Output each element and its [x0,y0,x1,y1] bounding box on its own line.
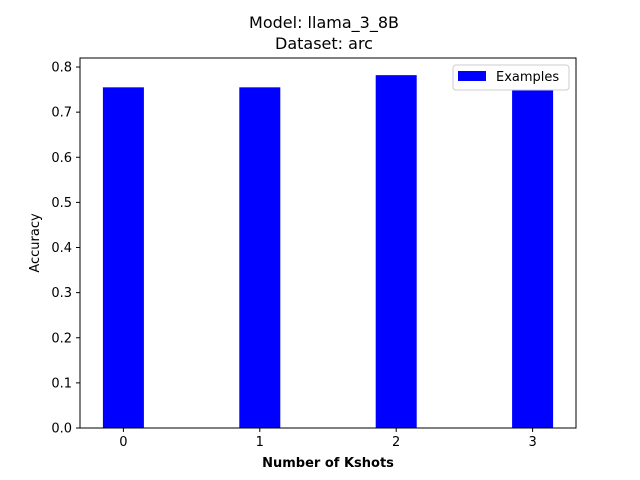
x-tick-label: 0 [119,435,127,450]
legend-swatch [458,71,486,81]
bar-kshot-3 [512,82,554,428]
x-tick-label: 1 [256,435,264,450]
x-tick-label: 3 [528,435,536,450]
y-tick-label: 0.1 [51,376,72,391]
y-axis-label: Accuracy [28,213,43,273]
x-axis-ticks: 0 1 2 3 [119,428,537,450]
y-tick-label: 0.8 [51,61,72,76]
x-axis-label: Number of Kshots [262,456,394,471]
y-tick-label: 0.2 [51,331,72,346]
y-tick-label: 0.7 [51,106,72,121]
y-axis-ticks: 0.0 0.1 0.2 0.3 0.4 0.5 0.6 0.7 0.8 [51,61,80,437]
bar-kshot-2 [375,75,417,429]
y-tick-label: 0.5 [51,196,72,211]
x-tick-label: 2 [392,435,400,450]
bar-kshot-1 [239,87,281,428]
plot-frame [79,57,577,429]
chart-title-line1: Model: llama_3_8B [249,13,399,33]
chart-title-line2: Dataset: arc [275,34,373,53]
y-tick-label: 0.0 [51,422,72,437]
bar-kshot-0 [102,87,144,428]
legend-label: Examples [496,70,559,85]
y-tick-label: 0.6 [51,151,72,166]
legend: Examples [452,64,570,91]
y-tick-label: 0.3 [51,286,72,301]
y-tick-label: 0.4 [51,241,72,256]
bars-group [102,75,554,429]
